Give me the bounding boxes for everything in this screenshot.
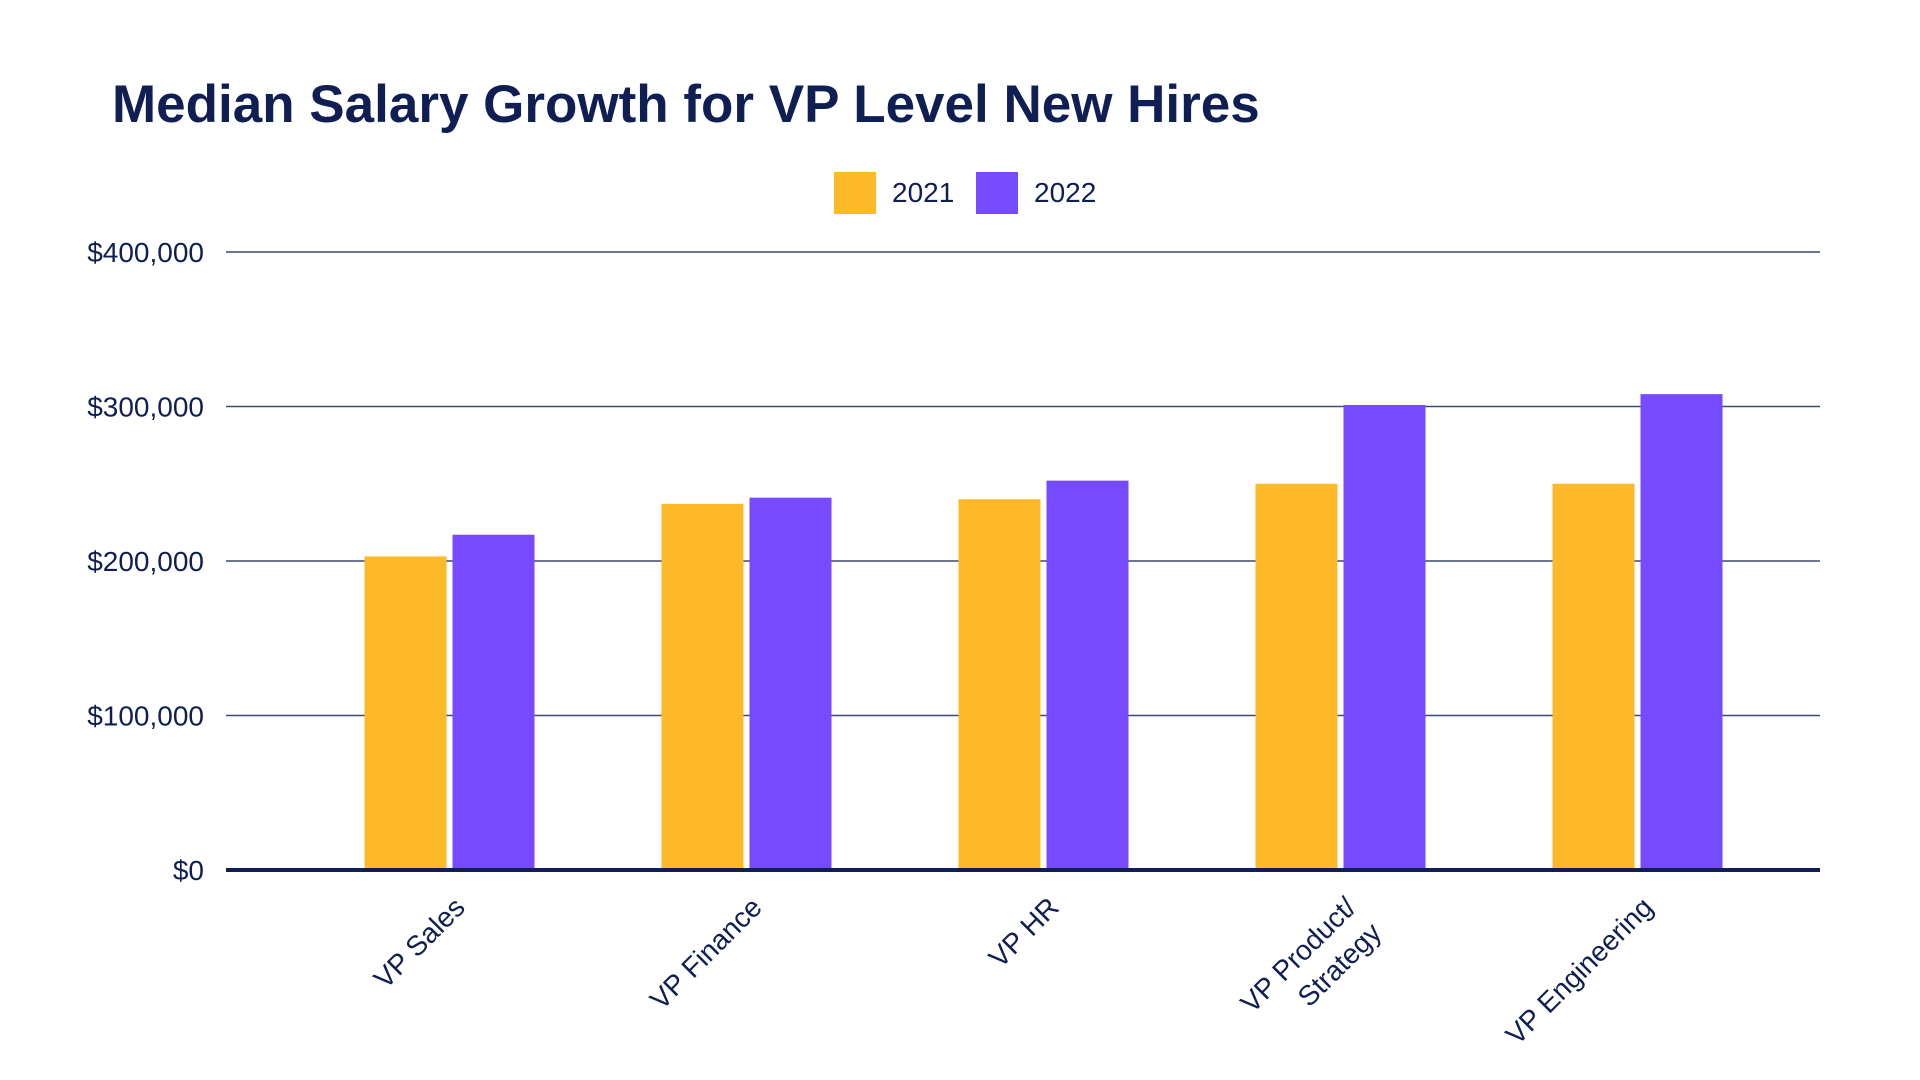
x-axis-labels: VP Sales VP Finance VP HR VP Product/Strate… <box>368 891 1659 1050</box>
bar-2021-4 <box>1552 483 1635 870</box>
legend-label: 2022 <box>1034 177 1096 208</box>
chart-title: Median Salary Growth for VP Level New Hi… <box>112 75 1260 134</box>
x-category-label: VP Sales <box>368 891 471 994</box>
y-tick-label: $300,000 <box>87 392 204 423</box>
legend-swatch-2021 <box>834 172 876 214</box>
bar-2022-1 <box>749 497 832 870</box>
bar-2022-2 <box>1046 480 1129 870</box>
x-tick-label: VP HR <box>983 891 1065 973</box>
y-tick-label: $400,000 <box>87 237 204 268</box>
legend-swatch-2022 <box>976 172 1018 214</box>
y-tick-label: $200,000 <box>87 546 204 577</box>
x-tick-label: VP Engineering <box>1500 891 1659 1050</box>
y-tick-label: $100,000 <box>87 701 204 732</box>
bars <box>364 394 1723 870</box>
bar-2021-2 <box>958 499 1041 870</box>
x-category-label: VP Finance <box>644 891 768 1015</box>
x-category-label: VP HR <box>983 891 1065 973</box>
bar-2021-0 <box>364 556 447 870</box>
y-tick-label: $0 <box>173 855 204 886</box>
x-tick-label: VP Finance <box>644 891 768 1015</box>
bar-2022-4 <box>1640 394 1723 870</box>
bar-2022-0 <box>452 534 535 870</box>
x-tick-label: VP Sales <box>368 891 471 994</box>
x-category-label: VP Product/Strategy <box>1235 891 1388 1018</box>
legend-label: 2021 <box>892 177 954 208</box>
x-category-label: VP Engineering <box>1500 891 1659 1050</box>
y-axis-labels: $0 $100,000 $200,000 $300,000 $400,000 <box>87 237 204 886</box>
legend: 2021 2022 <box>834 172 1096 214</box>
bar-2022-3 <box>1343 404 1426 870</box>
bar-2021-1 <box>661 503 744 870</box>
bar-2021-3 <box>1255 483 1338 870</box>
